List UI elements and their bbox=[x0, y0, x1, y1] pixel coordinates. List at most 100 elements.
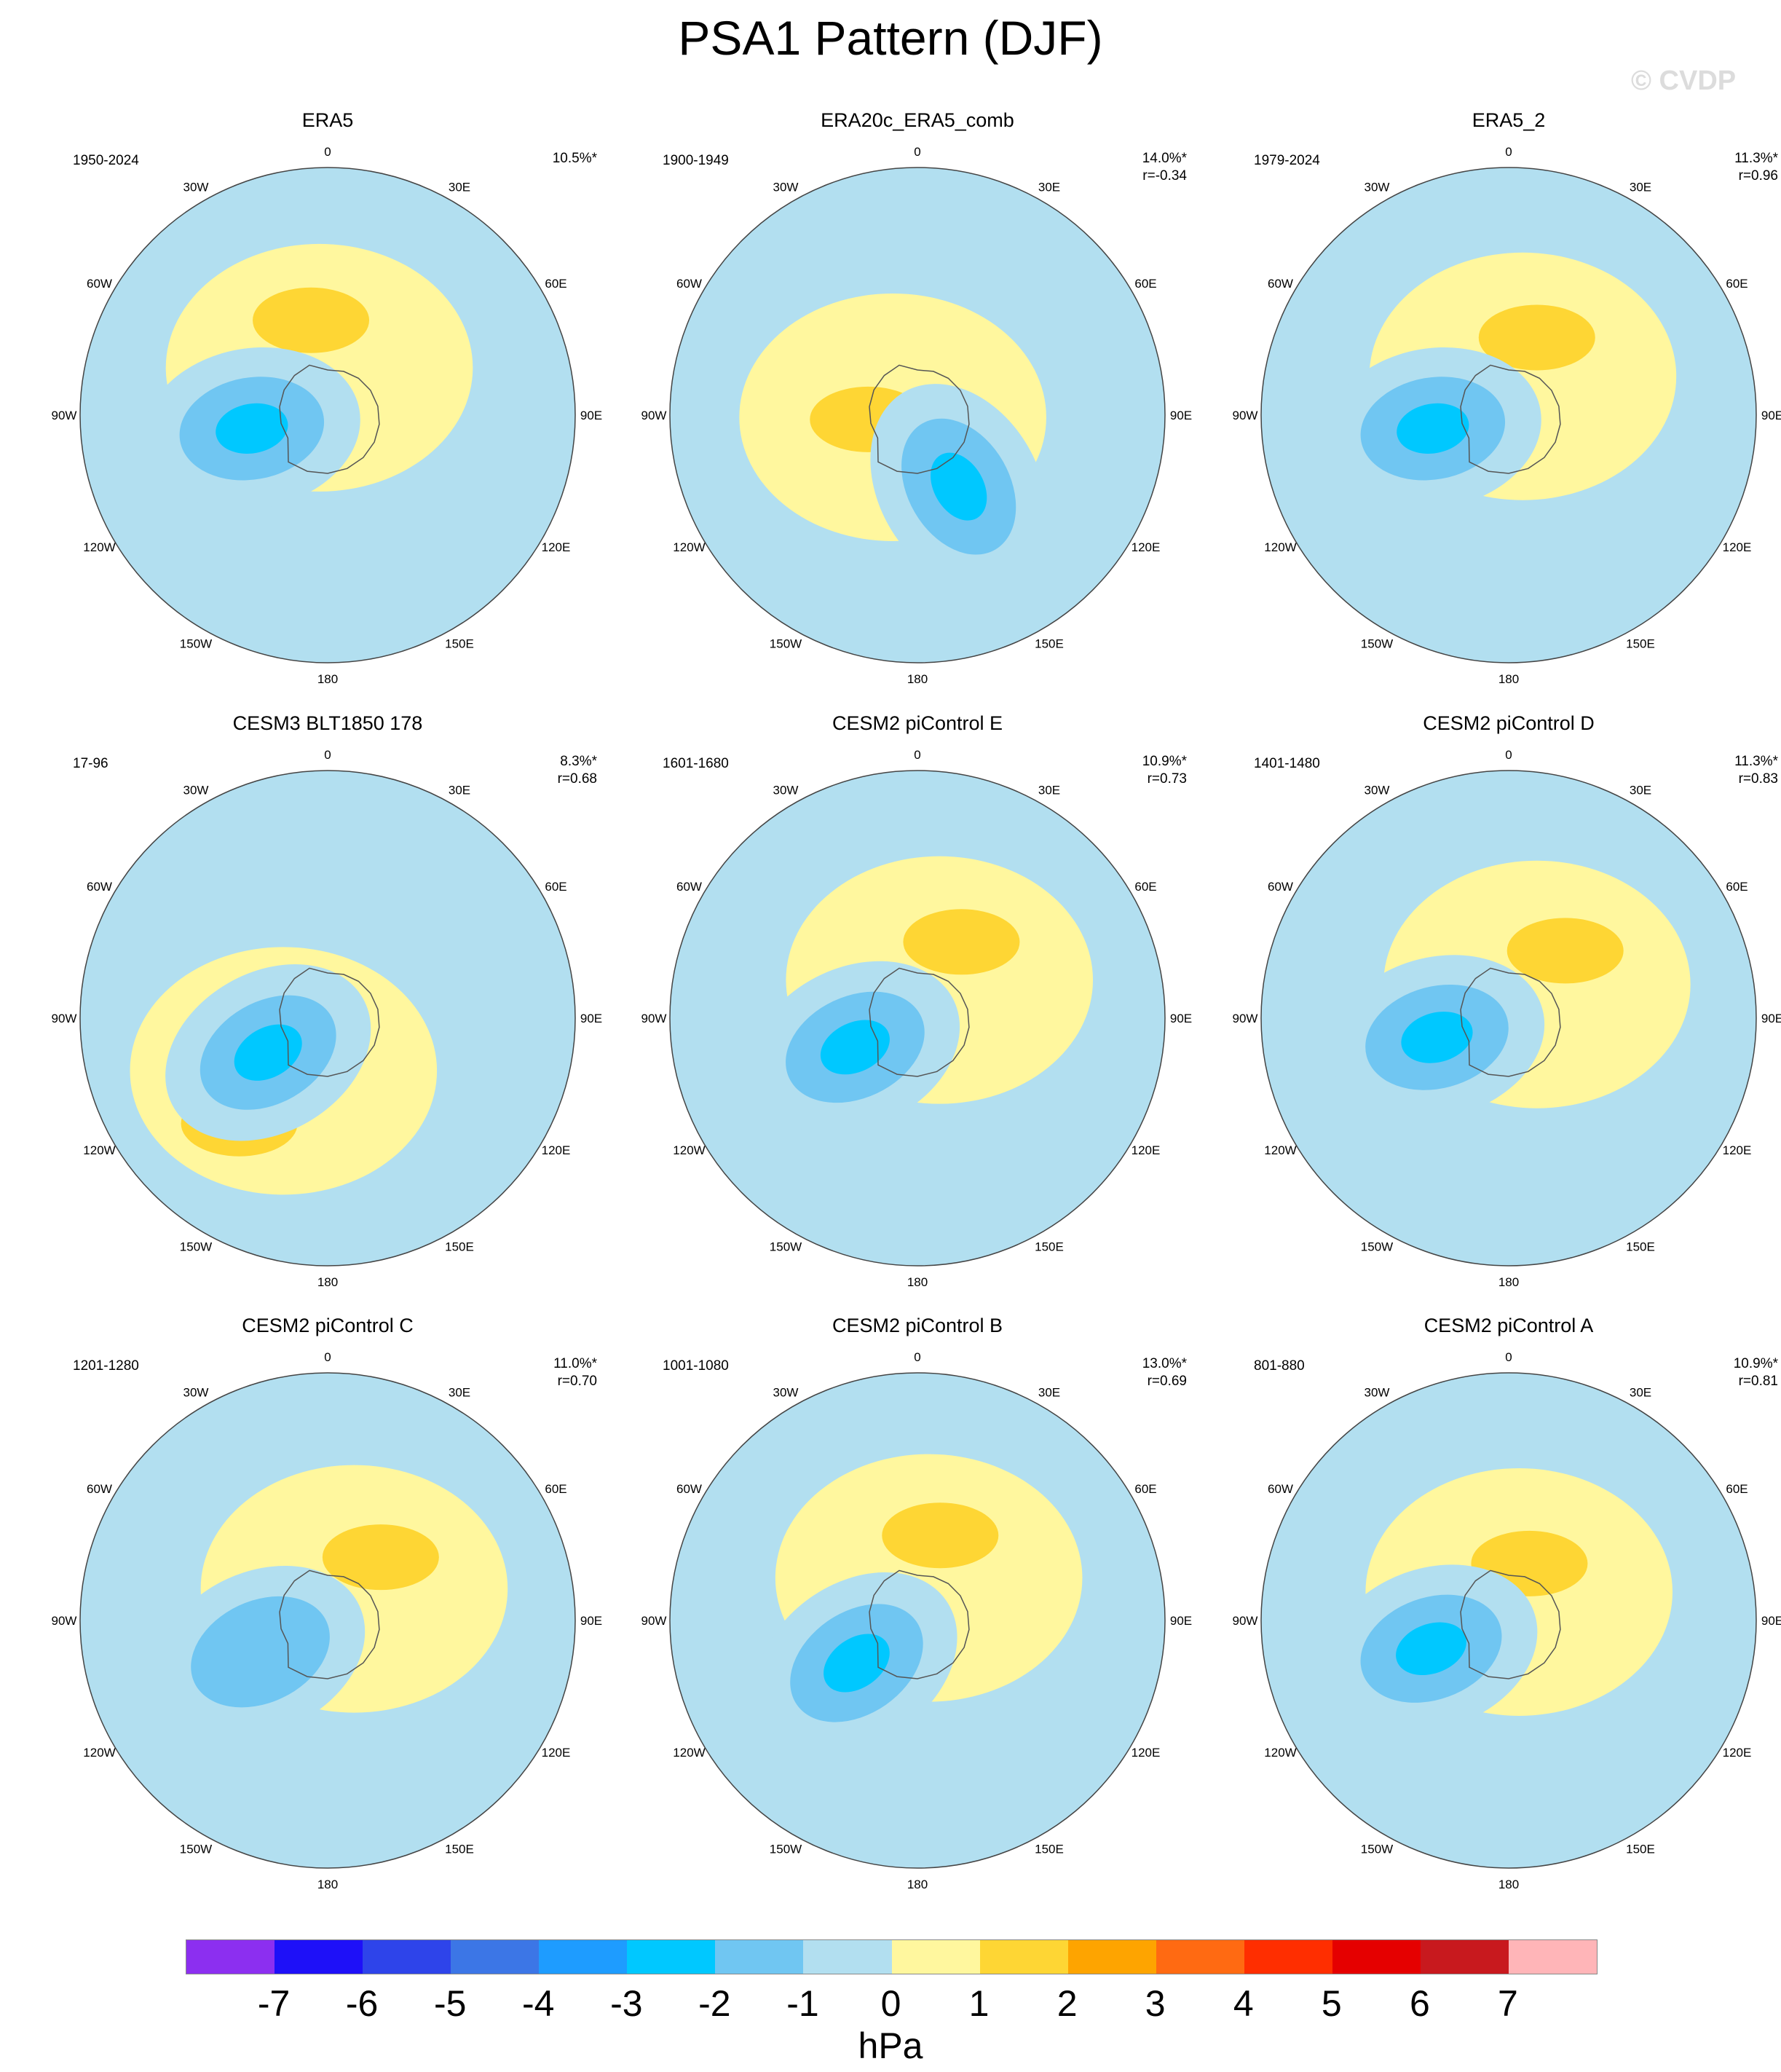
colorbar-swatch bbox=[891, 1940, 980, 1974]
panel-stats: 11.0%* r=0.70 bbox=[553, 1355, 597, 1390]
lon-label: 120W bbox=[673, 540, 705, 554]
map-rim bbox=[669, 770, 1166, 1267]
map-panel: ERA5 1950-2024 10.5%* 0 30E 60E 90E 120E 150E 180… bbox=[29, 109, 626, 692]
lon-label: 120W bbox=[1264, 540, 1296, 554]
lon-label: 90W bbox=[641, 1614, 667, 1628]
lon-label: 30E bbox=[1630, 1385, 1651, 1399]
lon-label: 60W bbox=[1268, 1482, 1293, 1496]
lon-label: 30W bbox=[773, 180, 799, 194]
lon-label: 180 bbox=[317, 1878, 338, 1891]
lon-label: 60W bbox=[676, 1482, 702, 1496]
colorbar-swatch bbox=[803, 1940, 892, 1974]
colorbar-tick-label: -7 bbox=[257, 1983, 291, 2024]
lon-label: 150E bbox=[1035, 1240, 1064, 1254]
lon-label: 150W bbox=[180, 637, 212, 651]
colorbar-tick-label: -5 bbox=[433, 1983, 467, 2024]
lon-label: 60W bbox=[87, 1482, 112, 1496]
low-contour bbox=[1401, 1012, 1473, 1063]
lon-label: 90E bbox=[1170, 409, 1192, 422]
colorbar-swatch bbox=[186, 1940, 275, 1974]
lon-label: 180 bbox=[1498, 672, 1519, 686]
lon-label: 90W bbox=[52, 409, 77, 422]
lon-label: 120E bbox=[542, 1143, 571, 1157]
colorbar-swatch bbox=[1508, 1940, 1597, 1974]
lon-label: 150W bbox=[770, 1843, 802, 1856]
antarctica-outline bbox=[1460, 364, 1561, 474]
polar-map: 0 30E 60E 90E 120E 150E 180 150W 120W 90W 60W 30W bbox=[1233, 748, 1781, 1289]
map-rim bbox=[1260, 770, 1757, 1267]
antarctica-outline bbox=[279, 364, 380, 474]
variance-pct: 11.3%* bbox=[1734, 754, 1778, 769]
colorbar-tick-label: -2 bbox=[698, 1983, 731, 2024]
lon-label: 150W bbox=[770, 637, 802, 651]
pattern-correlation: r=0.68 bbox=[557, 771, 597, 787]
lon-label: 60W bbox=[1268, 277, 1293, 291]
colorbar-swatch bbox=[539, 1940, 628, 1974]
high-center bbox=[882, 1502, 999, 1569]
lon-label: 60E bbox=[1134, 277, 1156, 291]
variance-pct: 10.5%* bbox=[552, 151, 597, 166]
lon-label: 120E bbox=[542, 540, 571, 554]
lon-label: 90W bbox=[52, 1614, 77, 1628]
lon-label: 180 bbox=[317, 672, 338, 686]
pattern-correlation: r=0.81 bbox=[1738, 1374, 1778, 1389]
high-center bbox=[1478, 304, 1595, 371]
panel-title: ERA5 bbox=[301, 109, 354, 131]
antarctica-outline bbox=[869, 1569, 970, 1679]
colorbar-tick-label: 4 bbox=[1233, 1983, 1254, 2024]
colorbar-swatch bbox=[1067, 1940, 1156, 1974]
map-rim bbox=[669, 1372, 1166, 1869]
lon-label: 150E bbox=[445, 1240, 474, 1254]
lon-label: 150W bbox=[180, 1843, 212, 1856]
lon-label: 120W bbox=[1264, 1746, 1296, 1760]
colorbar-tick-label: 7 bbox=[1498, 1983, 1518, 2024]
colorbar-swatch bbox=[1244, 1940, 1332, 1974]
lon-label: 0 bbox=[1505, 1350, 1512, 1364]
lon-label: 90W bbox=[1233, 1614, 1258, 1628]
polar-map: 0 30E 60E 90E 120E 150E 180 150W 120W 90W 60W 30W bbox=[1233, 1350, 1781, 1891]
lon-label: 90W bbox=[641, 1012, 667, 1025]
panel-title: ERA20c_ERA5_comb bbox=[821, 109, 1014, 131]
pattern-correlation: r=0.70 bbox=[557, 1374, 597, 1389]
pattern-correlation: r=0.69 bbox=[1147, 1374, 1187, 1389]
colorbar-tick-label: 0 bbox=[880, 1983, 901, 2024]
low-contour bbox=[1396, 1622, 1466, 1676]
lon-label: 180 bbox=[317, 1275, 338, 1289]
lon-label: 120W bbox=[1264, 1143, 1296, 1157]
variance-pct: 11.3%* bbox=[1734, 151, 1778, 166]
colorbar-tick-label: -6 bbox=[345, 1983, 379, 2024]
lon-label: 30E bbox=[1038, 1385, 1060, 1399]
lon-label: 150W bbox=[770, 1240, 802, 1254]
lon-label: 30W bbox=[773, 783, 799, 797]
lon-label: 90E bbox=[1761, 1012, 1781, 1025]
lon-label: 60E bbox=[545, 880, 566, 894]
lon-label: 90W bbox=[1233, 1012, 1258, 1025]
lon-label: 30E bbox=[449, 1385, 470, 1399]
low-contour bbox=[820, 1020, 890, 1075]
lon-label: 90W bbox=[641, 409, 667, 422]
colorbar-tick-label: 3 bbox=[1145, 1983, 1166, 2024]
colorbar-ticks: -7 -6 -5 -4 -3 -2 -1 0 1 2 3 4 5 6 7 bbox=[186, 1982, 1596, 2026]
lon-label: 60E bbox=[1726, 880, 1748, 894]
panel-years: 1900-1949 bbox=[663, 153, 729, 168]
antarctica-outline bbox=[869, 967, 970, 1077]
low-contour bbox=[216, 403, 288, 454]
lon-label: 30W bbox=[773, 1385, 799, 1399]
antarctica-outline bbox=[869, 364, 970, 474]
map-rim bbox=[669, 167, 1166, 663]
variance-pct: 8.3%* bbox=[560, 754, 597, 769]
colorbar-swatch bbox=[1420, 1940, 1509, 1974]
lon-label: 60E bbox=[1726, 277, 1748, 291]
panel-years: 801-880 bbox=[1254, 1358, 1305, 1374]
lon-label: 30E bbox=[1630, 180, 1651, 194]
polar-map: 0 30E 60E 90E 120E 150E 180 150W 120W 90W 60W 30W bbox=[641, 1350, 1193, 1891]
lon-label: 30E bbox=[1630, 783, 1651, 797]
lon-label: 120E bbox=[1132, 540, 1161, 554]
colorbar-units: hPa bbox=[858, 2025, 923, 2066]
lon-label: 120W bbox=[83, 1746, 115, 1760]
lon-label: 60E bbox=[545, 1482, 566, 1496]
lon-label: 90E bbox=[580, 1012, 602, 1025]
lon-label: 150W bbox=[1361, 1843, 1393, 1856]
high-center bbox=[903, 909, 1020, 975]
lon-label: 30W bbox=[183, 783, 209, 797]
